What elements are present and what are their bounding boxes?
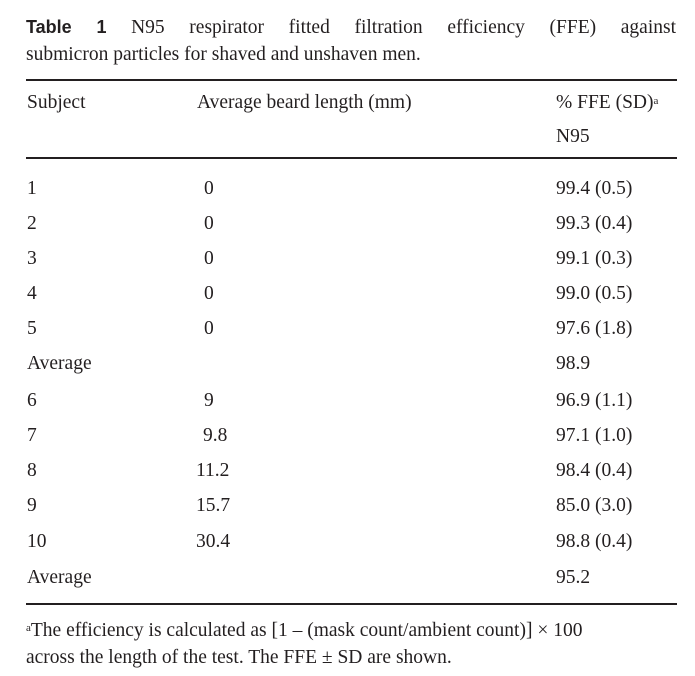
header-ffe: % FFE (SD)a	[556, 90, 658, 116]
cell-ffe: 99.0 (0.5)	[556, 283, 633, 304]
table-footnote: aThe efficiency is calculated as [1 – (m…	[26, 617, 686, 671]
cell-beard-length: 0	[204, 213, 214, 234]
cell-ffe: 98.8 (0.4)	[556, 531, 633, 552]
table-row-average: Average 98.9	[0, 349, 695, 385]
footnote-line-1: The efficiency is calculated as [1 – (ma…	[30, 620, 583, 641]
footnote-line-2: across the length of the test. The FFE ±…	[26, 647, 452, 668]
table-row: 6 9 96.9 (1.1)	[0, 386, 695, 422]
cell-subject: 9	[27, 495, 37, 516]
cell-subject: 4	[27, 283, 37, 304]
cell-ffe: 98.9	[556, 353, 591, 374]
cell-subject: 3	[27, 248, 37, 269]
table-label: Table 1	[26, 17, 107, 37]
table-row: 9 15.7 85.0 (3.0)	[0, 491, 695, 527]
table-row: 4 0 99.0 (0.5)	[0, 279, 695, 315]
cell-subject: 7	[27, 425, 37, 446]
cell-ffe: 95.2	[556, 567, 591, 588]
bottom-rule	[26, 603, 677, 605]
header-rule	[26, 157, 677, 159]
cell-beard-length: 0	[204, 248, 214, 269]
cell-subject: 6	[27, 390, 37, 411]
header-ffe-label: % FFE (SD)	[556, 92, 654, 113]
header-beard-length: Average beard length (mm)	[197, 92, 412, 113]
top-rule	[26, 79, 677, 81]
cell-beard-length: 0	[204, 178, 214, 199]
cell-beard-length: 9	[204, 390, 214, 411]
cell-beard-length: 0	[204, 318, 214, 339]
table-row: 8 11.2 98.4 (0.4)	[0, 456, 695, 492]
cell-subject: 1	[27, 178, 37, 199]
table-row-average: Average 95.2	[0, 563, 695, 599]
cell-subject: Average	[27, 353, 92, 374]
cell-subject: 8	[27, 460, 37, 481]
caption-text-2: submicron particles for shaved and unsha…	[26, 44, 421, 65]
cell-ffe: 98.4 (0.4)	[556, 460, 633, 481]
cell-ffe: 97.1 (1.0)	[556, 425, 633, 446]
cell-subject: 5	[27, 318, 37, 339]
cell-beard-length: 9.8	[203, 425, 228, 446]
table-row: 1 0 99.4 (0.5)	[0, 174, 695, 210]
cell-ffe: 99.3 (0.4)	[556, 213, 633, 234]
table-row: 5 0 97.6 (1.8)	[0, 314, 695, 350]
cell-subject: Average	[27, 567, 92, 588]
header-subject: Subject	[27, 92, 86, 113]
caption-text-1: N95 respirator fitted filtration efficie…	[131, 17, 676, 38]
cell-ffe: 85.0 (3.0)	[556, 495, 633, 516]
table-row: 3 0 99.1 (0.3)	[0, 244, 695, 280]
cell-beard-length: 15.7	[196, 495, 231, 516]
cell-subject: 10	[27, 531, 47, 552]
cell-ffe: 99.4 (0.5)	[556, 178, 633, 199]
header-n95: N95	[556, 126, 590, 147]
header-ffe-footnote-marker: a	[653, 95, 659, 107]
cell-beard-length: 30.4	[196, 531, 231, 552]
cell-ffe: 96.9 (1.1)	[556, 390, 633, 411]
cell-beard-length: 0	[204, 283, 214, 304]
table-row: 2 0 99.3 (0.4)	[0, 209, 695, 245]
cell-beard-length: 11.2	[196, 460, 230, 481]
table-row: 10 30.4 98.8 (0.4)	[0, 527, 695, 563]
cell-subject: 2	[27, 213, 37, 234]
cell-ffe: 99.1 (0.3)	[556, 248, 633, 269]
cell-ffe: 97.6 (1.8)	[556, 318, 633, 339]
footnote-marker: a	[26, 622, 31, 634]
caption-line-1: Table 1 N95 respirator fitted filtration…	[26, 14, 676, 41]
table-row: 7 9.8 97.1 (1.0)	[0, 421, 695, 457]
table-caption: Table 1 N95 respirator fitted filtration…	[26, 14, 676, 68]
